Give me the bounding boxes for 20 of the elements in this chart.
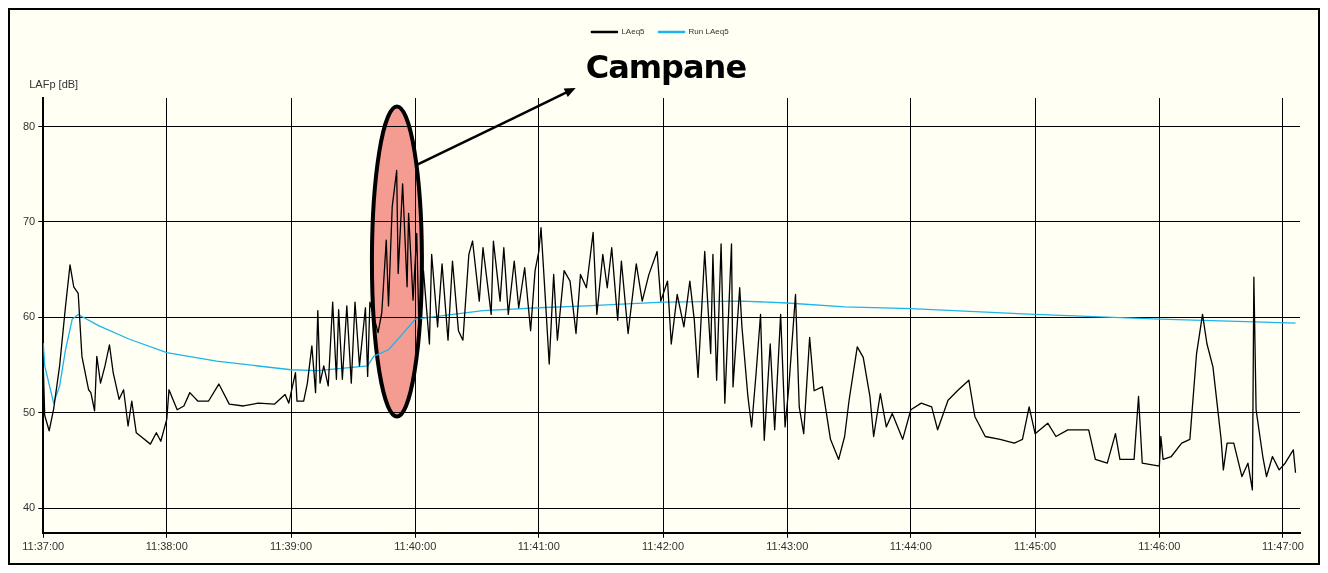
y-tick-label: 40 xyxy=(22,501,36,514)
y-axis-title: LAFp [dB] xyxy=(29,77,79,90)
x-tick-label: 11:38:00 xyxy=(145,540,188,553)
x-tick-label: 11:39:00 xyxy=(270,540,313,553)
y-tick-label: 60 xyxy=(22,310,36,323)
text: Campane xyxy=(585,48,747,86)
x-tick-label: 11:42:00 xyxy=(642,540,685,553)
x-tick-label: 11:47:00 xyxy=(1261,540,1304,553)
y-tick-label: 50 xyxy=(22,405,36,418)
x-tick-label: 11:46:00 xyxy=(1138,540,1181,553)
x-tick-label: 11:43:00 xyxy=(766,540,809,553)
x-tick-label: 11:44:00 xyxy=(889,540,932,553)
x-tick-label: 11:41:00 xyxy=(517,540,560,553)
legend-label: LAeq5 xyxy=(621,27,646,37)
x-tick-label: 11:40:00 xyxy=(394,540,437,553)
x-tick-label: 11:37:00 xyxy=(22,540,65,553)
y-tick-label: 70 xyxy=(22,214,36,227)
legend-label: Run LAeq5 xyxy=(688,27,730,37)
y-tick-label: 80 xyxy=(22,119,36,132)
x-tick-label: 11:45:00 xyxy=(1014,540,1057,553)
